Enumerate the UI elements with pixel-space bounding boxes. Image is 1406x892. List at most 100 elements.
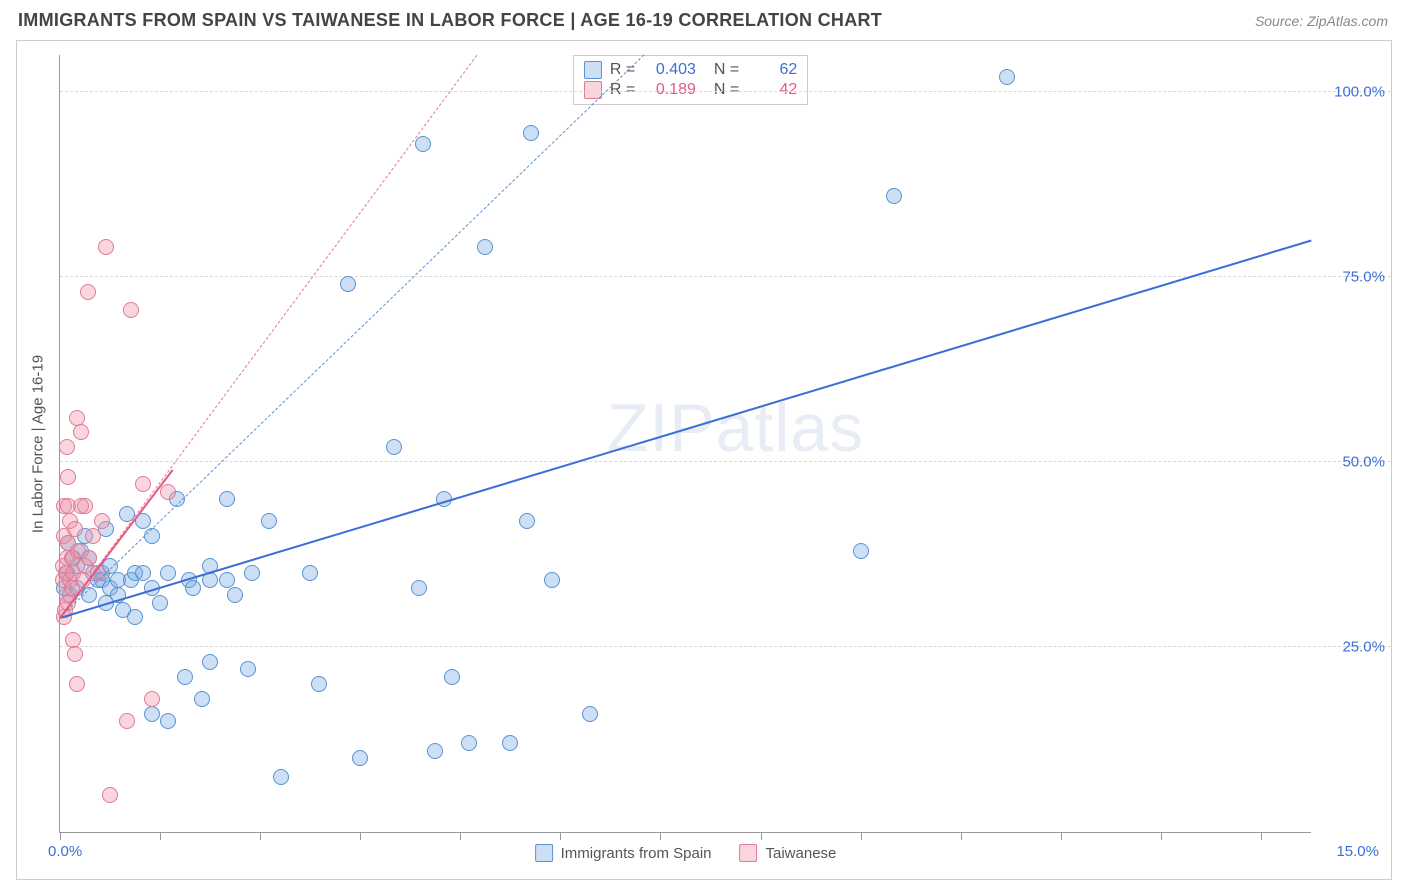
- data-point: [185, 580, 201, 596]
- data-point: [311, 676, 327, 692]
- data-point: [123, 302, 139, 318]
- y-tick-label: 25.0%: [1342, 639, 1385, 656]
- data-point: [67, 646, 83, 662]
- gridline-h: [60, 461, 1391, 462]
- x-tick: [1261, 832, 1262, 840]
- data-point: [273, 769, 289, 785]
- data-point: [461, 735, 477, 751]
- n-value-1: 42: [747, 81, 797, 99]
- data-point: [340, 276, 356, 292]
- n-label: N =: [714, 61, 739, 79]
- data-point: [999, 69, 1015, 85]
- trend-line: [60, 240, 1312, 619]
- data-point: [219, 491, 235, 507]
- data-point: [160, 713, 176, 729]
- x-tick: [60, 832, 61, 840]
- y-tick-label: 50.0%: [1342, 454, 1385, 471]
- watermark-light: atlas: [716, 390, 865, 466]
- data-point: [67, 521, 83, 537]
- data-point: [69, 676, 85, 692]
- x-tick: [761, 832, 762, 840]
- data-point: [152, 595, 168, 611]
- correlation-stats-box: R = 0.403 N = 62 R = 0.189 N = 42: [573, 55, 808, 105]
- data-point: [80, 284, 96, 300]
- x-tick: [560, 832, 561, 840]
- legend-swatch-0: [535, 844, 553, 862]
- data-point: [202, 654, 218, 670]
- data-point: [386, 439, 402, 455]
- data-point: [886, 188, 902, 204]
- x-tick: [360, 832, 361, 840]
- data-point: [240, 661, 256, 677]
- data-point: [127, 609, 143, 625]
- data-point: [77, 498, 93, 514]
- data-point: [160, 484, 176, 500]
- legend-item-1: Taiwanese: [740, 844, 837, 862]
- chart-container: In Labor Force | Age 16-19 ZIPatlas R = …: [16, 40, 1392, 880]
- data-point: [144, 528, 160, 544]
- legend-label-1: Taiwanese: [766, 845, 837, 862]
- n-value-0: 62: [747, 61, 797, 79]
- data-point: [244, 565, 260, 581]
- legend-swatch-1: [740, 844, 758, 862]
- data-point: [73, 424, 89, 440]
- data-point: [81, 550, 97, 566]
- legend-label-0: Immigrants from Spain: [561, 845, 712, 862]
- y-tick-label: 75.0%: [1342, 269, 1385, 286]
- data-point: [411, 580, 427, 596]
- y-axis-title: In Labor Force | Age 16-19: [30, 354, 47, 532]
- swatch-series-0: [584, 61, 602, 79]
- x-tick: [1161, 832, 1162, 840]
- data-point: [60, 469, 76, 485]
- x-tick: [660, 832, 661, 840]
- data-point: [523, 125, 539, 141]
- data-point: [194, 691, 210, 707]
- x-tick: [260, 832, 261, 840]
- x-tick: [861, 832, 862, 840]
- data-point: [144, 691, 160, 707]
- data-point: [544, 572, 560, 588]
- data-point: [477, 239, 493, 255]
- data-point: [119, 713, 135, 729]
- data-point: [519, 513, 535, 529]
- data-point: [69, 410, 85, 426]
- n-label: N =: [714, 81, 739, 99]
- trend-line-extrapolated: [60, 55, 644, 618]
- data-point: [94, 513, 110, 529]
- stats-row-series-1: R = 0.189 N = 42: [584, 80, 797, 100]
- data-point: [135, 565, 151, 581]
- data-point: [853, 543, 869, 559]
- data-point: [177, 669, 193, 685]
- source-attribution: Source: ZipAtlas.com: [1255, 13, 1388, 29]
- x-tick: [1061, 832, 1062, 840]
- x-axis-max-label: 15.0%: [1336, 843, 1379, 860]
- data-point: [302, 565, 318, 581]
- data-point: [144, 706, 160, 722]
- legend-item-0: Immigrants from Spain: [535, 844, 712, 862]
- data-point: [59, 439, 75, 455]
- data-point: [135, 476, 151, 492]
- chart-header: IMMIGRANTS FROM SPAIN VS TAIWANESE IN LA…: [0, 0, 1406, 37]
- x-tick: [160, 832, 161, 840]
- data-point: [261, 513, 277, 529]
- data-point: [444, 669, 460, 685]
- x-tick: [460, 832, 461, 840]
- data-point: [427, 743, 443, 759]
- data-point: [160, 565, 176, 581]
- gridline-h: [60, 646, 1391, 647]
- bottom-legend: Immigrants from Spain Taiwanese: [535, 844, 837, 862]
- data-point: [65, 632, 81, 648]
- plot-area: In Labor Force | Age 16-19 ZIPatlas R = …: [59, 55, 1311, 833]
- data-point: [227, 587, 243, 603]
- watermark-bold: ZIP: [607, 390, 716, 466]
- data-point: [102, 787, 118, 803]
- data-point: [582, 706, 598, 722]
- data-point: [85, 528, 101, 544]
- data-point: [98, 239, 114, 255]
- chart-title: IMMIGRANTS FROM SPAIN VS TAIWANESE IN LA…: [18, 10, 882, 31]
- x-axis-min-label: 0.0%: [48, 843, 82, 860]
- data-point: [352, 750, 368, 766]
- stats-row-series-0: R = 0.403 N = 62: [584, 60, 797, 80]
- x-tick: [961, 832, 962, 840]
- data-point: [415, 136, 431, 152]
